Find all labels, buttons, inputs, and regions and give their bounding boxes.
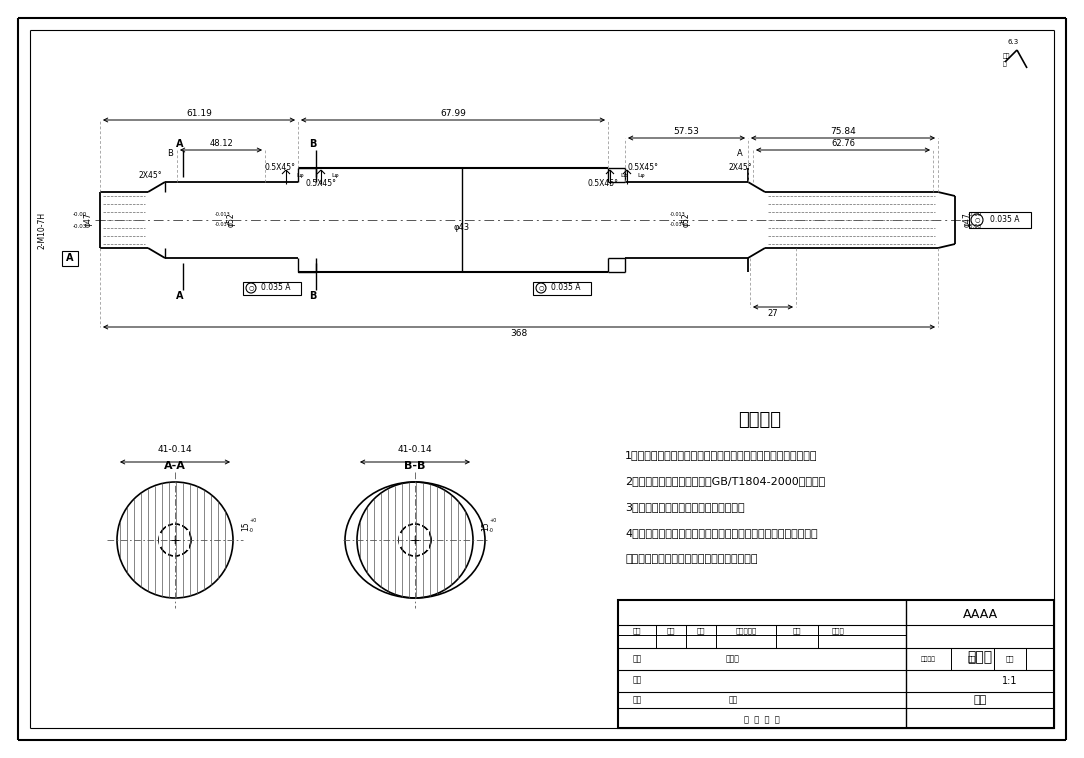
Text: 图号: 图号 — [973, 695, 986, 705]
Text: A: A — [177, 291, 184, 301]
Text: 工艺: 工艺 — [632, 696, 642, 704]
Text: 2-M10-7H: 2-M10-7H — [38, 211, 47, 249]
Text: 标题: 标题 — [667, 628, 675, 634]
Text: 1、零件加工表面上，不应有划痕、擦伤等损伤零件表面的缺陷。: 1、零件加工表面上，不应有划痕、擦伤等损伤零件表面的缺陷。 — [625, 450, 817, 460]
Text: 年月日: 年月日 — [831, 628, 844, 634]
Text: 0.5X45°: 0.5X45° — [264, 164, 296, 173]
Text: 48.12: 48.12 — [209, 139, 233, 149]
Text: -0.013: -0.013 — [215, 212, 231, 218]
Text: ○: ○ — [248, 286, 254, 290]
Text: 2、未注线性尺寸公差应符合GB/T1804-2000的要求。: 2、未注线性尺寸公差应符合GB/T1804-2000的要求。 — [625, 476, 825, 486]
Text: 62.76: 62.76 — [831, 139, 855, 149]
Text: 分区: 分区 — [633, 628, 642, 634]
Text: 签名: 签名 — [792, 628, 801, 634]
Text: φ47: φ47 — [83, 213, 92, 227]
Text: +: + — [410, 534, 421, 547]
Text: -0.034: -0.034 — [670, 223, 686, 227]
Text: B: B — [309, 291, 317, 301]
Text: +0: +0 — [249, 518, 256, 522]
Text: -0: -0 — [489, 528, 494, 533]
Text: 更改文件号: 更改文件号 — [735, 628, 757, 634]
Text: φ43: φ43 — [454, 224, 470, 233]
Text: 传动轴: 传动轴 — [967, 650, 993, 664]
Text: 技术要求: 技术要求 — [738, 411, 782, 429]
Bar — [243, 281, 301, 295]
Text: 0.5X45°: 0.5X45° — [628, 164, 658, 173]
Text: 设计: 设计 — [632, 654, 642, 663]
Text: 41-0.14: 41-0.14 — [398, 445, 433, 454]
Text: 0.035 A: 0.035 A — [552, 283, 581, 293]
Text: A: A — [66, 253, 74, 263]
Circle shape — [357, 482, 473, 598]
Text: 41-0.14: 41-0.14 — [157, 445, 192, 454]
Text: B-B: B-B — [404, 461, 426, 471]
Text: -0.03: -0.03 — [968, 224, 982, 228]
Text: -0.00: -0.00 — [968, 211, 982, 217]
Text: -0.03: -0.03 — [73, 224, 87, 228]
Text: 0.5X45°: 0.5X45° — [588, 180, 619, 189]
Text: 标准化: 标准化 — [726, 654, 740, 663]
Text: 0.035 A: 0.035 A — [261, 283, 291, 293]
Text: A: A — [737, 149, 743, 158]
Text: B: B — [167, 149, 173, 158]
Text: B: B — [309, 139, 317, 149]
Text: 审核: 审核 — [632, 675, 642, 684]
Text: -0: -0 — [249, 528, 254, 533]
Text: +0: +0 — [489, 518, 496, 522]
Text: 图数标记: 图数标记 — [920, 656, 935, 662]
Text: 67.99: 67.99 — [440, 109, 466, 118]
Text: 共  套  第  套: 共 套 第 套 — [744, 716, 779, 725]
Text: Lφ: Lφ — [331, 173, 338, 177]
Text: 4、所有需要进行涂装的钢铁制件表面在涂漆前，必须将铁锈、氧: 4、所有需要进行涂装的钢铁制件表面在涂漆前，必须将铁锈、氧 — [625, 528, 817, 538]
Text: AAAA: AAAA — [963, 607, 997, 621]
Text: 15: 15 — [481, 522, 490, 531]
Text: -0.034: -0.034 — [215, 223, 231, 227]
Text: ○: ○ — [539, 286, 544, 290]
Text: +: + — [170, 534, 180, 547]
Bar — [62, 251, 78, 266]
Text: 61.19: 61.19 — [186, 109, 212, 118]
Text: φ52: φ52 — [227, 213, 235, 227]
Text: 6.3: 6.3 — [1007, 39, 1019, 45]
Text: 57.53: 57.53 — [673, 127, 699, 136]
Text: 15: 15 — [241, 522, 250, 531]
Bar — [618, 600, 1054, 728]
Text: 比例: 比例 — [1006, 656, 1015, 662]
Bar — [969, 212, 1031, 228]
Text: Lφ: Lφ — [637, 173, 645, 177]
Text: 0.035 A: 0.035 A — [991, 215, 1020, 224]
Text: -0.00: -0.00 — [73, 211, 87, 217]
Text: 368: 368 — [511, 330, 528, 339]
Text: 标记: 标记 — [697, 628, 706, 634]
Text: -0.013: -0.013 — [670, 212, 686, 218]
Text: 3、加工后的零件不允许有毛刺、飞边。: 3、加工后的零件不允许有毛刺、飞边。 — [625, 502, 745, 512]
Circle shape — [399, 524, 431, 556]
Text: ○: ○ — [975, 218, 980, 223]
Text: 度: 度 — [1003, 61, 1007, 67]
Text: Lφ: Lφ — [620, 173, 628, 177]
Text: 批准: 批准 — [728, 696, 737, 704]
Text: A-A: A-A — [164, 461, 186, 471]
Text: 2X45°: 2X45° — [728, 164, 752, 173]
Text: 1:1: 1:1 — [1003, 676, 1018, 686]
Circle shape — [159, 524, 191, 556]
Text: φ52: φ52 — [682, 213, 691, 227]
Bar — [533, 281, 591, 295]
Text: 化皮、油脂、灰尘、泥土、盐和污物等除去。: 化皮、油脂、灰尘、泥土、盐和污物等除去。 — [625, 554, 758, 564]
Text: 2X45°: 2X45° — [138, 171, 162, 180]
Text: 75.84: 75.84 — [830, 127, 856, 136]
Text: 重量: 重量 — [968, 656, 977, 662]
Text: Lφ: Lφ — [296, 173, 304, 177]
Text: A: A — [177, 139, 184, 149]
Circle shape — [117, 482, 233, 598]
Text: 27: 27 — [767, 309, 778, 318]
Text: φ47: φ47 — [963, 213, 971, 227]
Text: 0.5X45°: 0.5X45° — [306, 180, 336, 189]
Text: 粗糙: 粗糙 — [1003, 53, 1010, 59]
